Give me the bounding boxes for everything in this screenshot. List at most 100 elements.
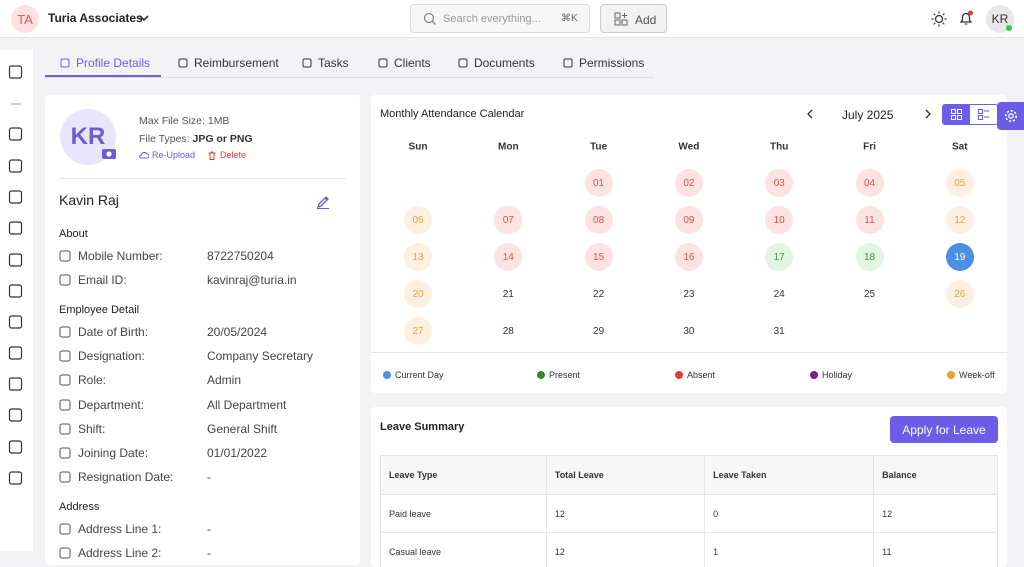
calendar-day[interactable]: 15 bbox=[585, 243, 613, 271]
calendar-day[interactable]: 28 bbox=[494, 317, 522, 345]
calendar-day[interactable]: 05 bbox=[946, 169, 974, 197]
theme-toggle[interactable] bbox=[931, 11, 947, 27]
calendar-day[interactable]: 18 bbox=[856, 243, 884, 271]
nav-icon[interactable] bbox=[10, 316, 22, 328]
nav-icon[interactable] bbox=[10, 347, 22, 359]
tab-divider bbox=[45, 77, 654, 78]
tab-label: Clients bbox=[394, 56, 431, 70]
calendar-day[interactable]: 07 bbox=[494, 206, 522, 234]
weekday: Mon bbox=[498, 142, 519, 153]
nav-icon[interactable] bbox=[10, 191, 22, 203]
file-types: File Types: JPG or PNG bbox=[139, 133, 253, 145]
field-value: - bbox=[207, 522, 211, 536]
tab[interactable]: Clients bbox=[378, 56, 431, 70]
month-label: July 2025 bbox=[842, 108, 893, 122]
delete[interactable]: Delete bbox=[208, 150, 246, 160]
apply-leave-button[interactable]: Apply for Leave bbox=[890, 416, 998, 443]
notifications[interactable] bbox=[958, 10, 974, 26]
calendar-day[interactable]: 20 bbox=[404, 280, 432, 308]
calendar-day[interactable]: 17 bbox=[765, 243, 793, 271]
legend-item: Holiday bbox=[810, 370, 852, 380]
legend-item: Present bbox=[537, 370, 580, 380]
calendar-day[interactable]: 19 bbox=[946, 243, 974, 271]
camera-icon[interactable] bbox=[102, 147, 116, 159]
tab-label: Reimbursement bbox=[194, 56, 279, 70]
column-header: Balance bbox=[874, 456, 998, 495]
nav-icon[interactable] bbox=[10, 128, 22, 140]
search-box[interactable]: Search everything... ⌘K bbox=[410, 4, 590, 33]
nav-icon[interactable] bbox=[10, 66, 22, 78]
edit-icon[interactable] bbox=[316, 195, 330, 209]
prev-month[interactable] bbox=[806, 109, 814, 119]
calendar-day[interactable]: 25 bbox=[856, 280, 884, 308]
tab-label: Permissions bbox=[579, 56, 644, 70]
calendar-day[interactable]: 09 bbox=[675, 206, 703, 234]
tab-label: Tasks bbox=[318, 56, 349, 70]
nav-icon[interactable] bbox=[10, 472, 22, 484]
nav-icon[interactable] bbox=[10, 222, 22, 234]
calendar-day[interactable]: 21 bbox=[494, 280, 522, 308]
re-upload[interactable]: Re-Upload bbox=[139, 150, 195, 160]
field-row: Joining Date: bbox=[59, 446, 148, 460]
field-label: Joining Date: bbox=[78, 446, 148, 460]
calendar-day[interactable]: 26 bbox=[946, 280, 974, 308]
field-value: General Shift bbox=[207, 422, 277, 436]
leave-summary-title: Leave Summary bbox=[380, 421, 464, 433]
org-avatar[interactable]: TA bbox=[11, 5, 39, 33]
nav-icon[interactable] bbox=[10, 285, 22, 297]
table-cell: 12 bbox=[546, 495, 704, 533]
calendar-day[interactable]: 27 bbox=[404, 317, 432, 345]
calendar-day[interactable]: 24 bbox=[765, 280, 793, 308]
add-button[interactable]: Add bbox=[600, 4, 667, 33]
field-icon bbox=[59, 523, 71, 535]
calendar-day[interactable]: 29 bbox=[585, 317, 613, 345]
calendar-day[interactable]: 06 bbox=[404, 206, 432, 234]
nav-icon[interactable] bbox=[10, 254, 22, 266]
list-view[interactable] bbox=[970, 105, 997, 124]
calendar-day[interactable]: 02 bbox=[675, 169, 703, 197]
settings-tab[interactable] bbox=[997, 102, 1024, 130]
org-name[interactable]: Turia Associates bbox=[48, 11, 143, 25]
calendar-day[interactable]: 08 bbox=[585, 206, 613, 234]
field-label: Email ID: bbox=[78, 273, 127, 287]
calendar-day[interactable]: 13 bbox=[404, 243, 432, 271]
next-month[interactable] bbox=[924, 109, 932, 119]
nav-icon[interactable] bbox=[10, 378, 22, 390]
weekday: Fri bbox=[863, 142, 876, 153]
tab-icon bbox=[458, 58, 468, 68]
tab[interactable]: Tasks bbox=[302, 56, 349, 70]
legend-item: Week-off bbox=[947, 370, 995, 380]
calendar-day[interactable]: 30 bbox=[675, 317, 703, 345]
nav-icon[interactable] bbox=[10, 160, 22, 172]
table-cell: 11 bbox=[874, 533, 998, 567]
field-value: 8722750204 bbox=[207, 249, 274, 263]
nav-icon[interactable] bbox=[10, 441, 22, 453]
calendar-day[interactable]: 03 bbox=[765, 169, 793, 197]
grid-view[interactable] bbox=[943, 105, 970, 124]
tab[interactable]: Documents bbox=[458, 56, 535, 70]
tab[interactable]: Permissions bbox=[563, 56, 644, 70]
tab[interactable]: Profile Details bbox=[60, 56, 150, 70]
calendar-day[interactable]: 14 bbox=[494, 243, 522, 271]
calendar-day[interactable]: 12 bbox=[946, 206, 974, 234]
nav-icon[interactable] bbox=[10, 409, 22, 421]
search-icon bbox=[423, 12, 437, 26]
calendar-day[interactable]: 23 bbox=[675, 280, 703, 308]
calendar-day[interactable]: 10 bbox=[765, 206, 793, 234]
add-icon bbox=[614, 12, 628, 26]
field-value: 01/01/2022 bbox=[207, 446, 267, 460]
calendar-day[interactable]: 04 bbox=[856, 169, 884, 197]
tab-icon bbox=[60, 58, 70, 68]
legend-label: Holiday bbox=[822, 370, 852, 380]
tab[interactable]: Reimbursement bbox=[178, 56, 279, 70]
calendar-day[interactable]: 11 bbox=[856, 206, 884, 234]
field-icon bbox=[59, 547, 71, 559]
calendar-day[interactable]: 22 bbox=[585, 280, 613, 308]
calendar-day[interactable]: 16 bbox=[675, 243, 703, 271]
calendar-day[interactable]: 31 bbox=[765, 317, 793, 345]
tab-icon bbox=[178, 58, 188, 68]
legend-label: Absent bbox=[687, 370, 715, 380]
active-tab-indicator bbox=[45, 75, 161, 77]
calendar-day[interactable]: 01 bbox=[585, 169, 613, 197]
